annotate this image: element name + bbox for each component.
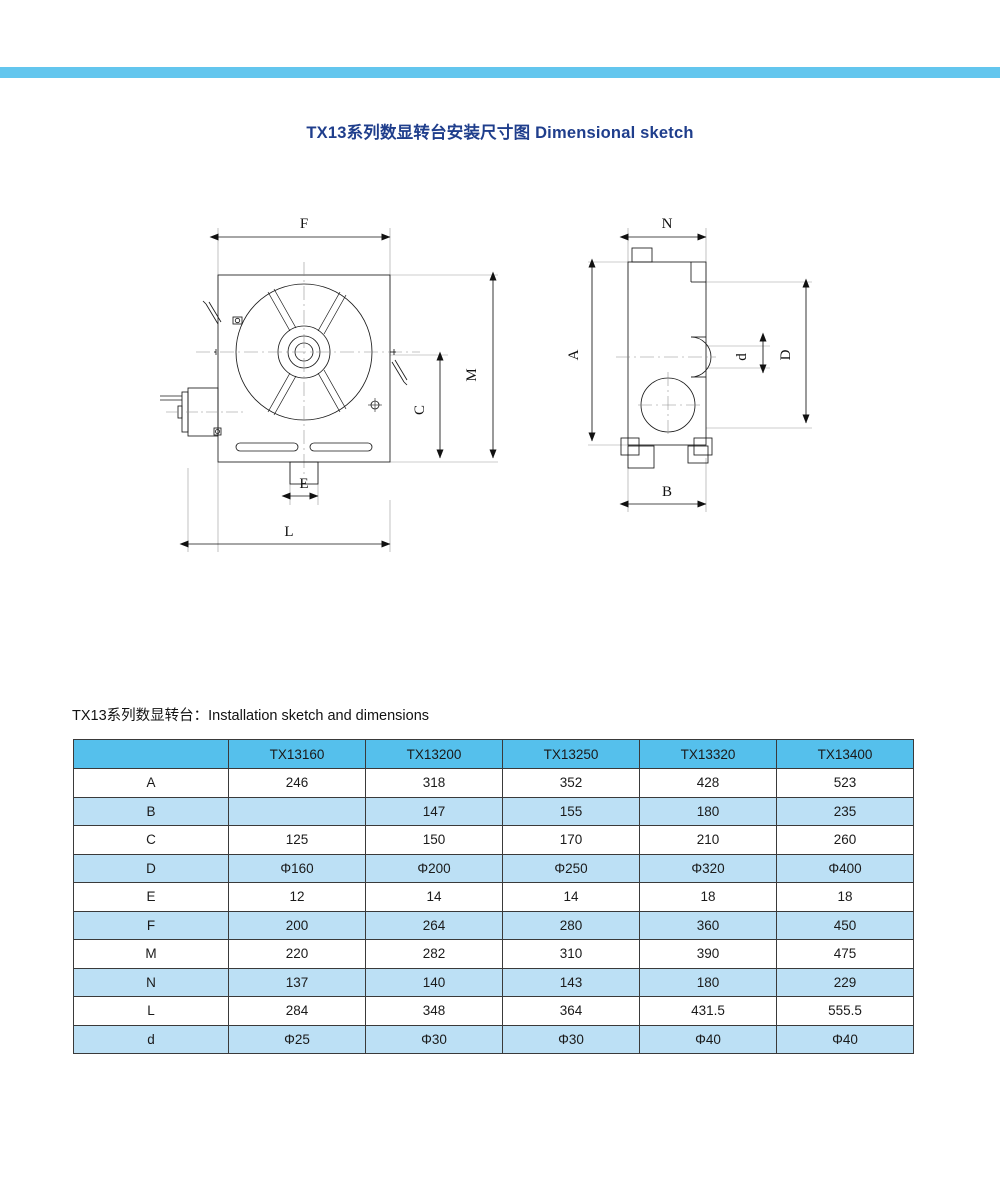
cell-value: 450	[776, 910, 914, 940]
cell-value: 364	[502, 996, 640, 1026]
cell-value: 390	[639, 939, 777, 969]
row-label: C	[73, 825, 229, 855]
dimensional-sketch-svg: F M C	[160, 216, 812, 552]
dim-label-B: B	[662, 484, 672, 500]
row-label: N	[73, 967, 229, 997]
column-header-model-3: TX13320	[639, 739, 777, 769]
table-row: d Φ25 Φ30 Φ30 Φ40 Φ40	[73, 1024, 914, 1054]
cell-value: 431.5	[639, 996, 777, 1026]
row-label: A	[73, 768, 229, 798]
dim-label-N: N	[662, 216, 673, 232]
cell-value: 282	[365, 939, 503, 969]
cell-value: 229	[776, 967, 914, 997]
dim-label-F: F	[300, 216, 308, 232]
cell-value: 170	[502, 825, 640, 855]
cell-value: 180	[639, 967, 777, 997]
row-label: F	[73, 910, 229, 940]
dimensions-table-wrapper: TX13160 TX13200 TX13250 TX13320 TX13400 …	[73, 739, 914, 1054]
table-header: TX13160 TX13200 TX13250 TX13320 TX13400	[73, 739, 914, 769]
column-header-model-1: TX13200	[365, 739, 503, 769]
row-label: L	[73, 996, 229, 1026]
cell-value: 284	[228, 996, 366, 1026]
cell-value: 143	[502, 967, 640, 997]
table-header-row: TX13160 TX13200 TX13250 TX13320 TX13400	[73, 739, 914, 769]
cell-value: Φ30	[365, 1024, 503, 1054]
table-row: F 200 264 280 360 450	[73, 910, 914, 940]
table-heading: TX13系列数显转台：Installation sketch and dimen…	[72, 708, 430, 724]
cell-value: Φ25	[228, 1024, 366, 1054]
table-row: D Φ160 Φ200 Φ250 Φ320 Φ400	[73, 853, 914, 883]
table-row: B 147 155 180 235	[73, 796, 914, 826]
cell-value: 210	[639, 825, 777, 855]
cell-value: 280	[502, 910, 640, 940]
cell-value: 348	[365, 996, 503, 1026]
cell-value: 200	[228, 910, 366, 940]
dim-label-M: M	[464, 368, 480, 381]
cell-value: 260	[776, 825, 914, 855]
side-view-group: N A D d	[566, 216, 812, 512]
cell-value: 264	[365, 910, 503, 940]
dim-label-d: d	[734, 353, 750, 361]
cell-value: 18	[776, 882, 914, 912]
row-label: M	[73, 939, 229, 969]
cell-value: 137	[228, 967, 366, 997]
cell-value	[228, 796, 366, 826]
cell-value: 155	[502, 796, 640, 826]
page-title: TX13系列数显转台安装尺寸图 Dimensional sketch	[306, 124, 694, 142]
cell-value: Φ40	[639, 1024, 777, 1054]
cell-value: 140	[365, 967, 503, 997]
cell-value: Φ40	[776, 1024, 914, 1054]
dim-label-C: C	[412, 405, 428, 415]
cell-value: 125	[228, 825, 366, 855]
cell-value: Φ400	[776, 853, 914, 883]
column-header-model-0: TX13160	[228, 739, 366, 769]
cell-value: 310	[502, 939, 640, 969]
cell-value: 147	[365, 796, 503, 826]
table-row: C 125 150 170 210 260	[73, 825, 914, 855]
cell-value: 360	[639, 910, 777, 940]
cell-value: Φ30	[502, 1024, 640, 1054]
cell-value: 475	[776, 939, 914, 969]
cell-value: 150	[365, 825, 503, 855]
dim-label-D: D	[778, 349, 794, 360]
cell-value: 14	[365, 882, 503, 912]
row-label: D	[73, 853, 229, 883]
cell-value: 220	[228, 939, 366, 969]
dim-label-L: L	[284, 524, 293, 540]
cell-value: 428	[639, 768, 777, 798]
cell-value: 18	[639, 882, 777, 912]
cell-value: 318	[365, 768, 503, 798]
table-row: E 12 14 14 18 18	[73, 882, 914, 912]
table-row: A 246 318 352 428 523	[73, 768, 914, 798]
plan-view-group: F M C	[160, 216, 498, 552]
column-header-model-4: TX13400	[776, 739, 914, 769]
cell-value: Φ320	[639, 853, 777, 883]
cell-value: 12	[228, 882, 366, 912]
cell-value: 246	[228, 768, 366, 798]
cell-value: 352	[502, 768, 640, 798]
cell-value: 14	[502, 882, 640, 912]
row-label: B	[73, 796, 229, 826]
cell-value: 523	[776, 768, 914, 798]
table-body: A 246 318 352 428 523 B 147 155 180 235 …	[73, 768, 914, 1054]
cell-value: 180	[639, 796, 777, 826]
column-header-model-2: TX13250	[502, 739, 640, 769]
cell-value: Φ250	[502, 853, 640, 883]
cell-value: Φ160	[228, 853, 366, 883]
row-label: E	[73, 882, 229, 912]
table-row: M 220 282 310 390 475	[73, 939, 914, 969]
dimensions-table: TX13160 TX13200 TX13250 TX13320 TX13400 …	[73, 739, 914, 1054]
table-row: N 137 140 143 180 229	[73, 967, 914, 997]
top-banner-bar	[0, 67, 1000, 78]
technical-drawing-area: F M C	[0, 200, 1000, 590]
dim-label-A: A	[566, 349, 582, 360]
table-corner-cell	[73, 739, 229, 769]
cell-value: 235	[776, 796, 914, 826]
cell-value: 555.5	[776, 996, 914, 1026]
cell-value: Φ200	[365, 853, 503, 883]
dim-label-E: E	[299, 476, 308, 492]
table-row: L 284 348 364 431.5 555.5	[73, 996, 914, 1026]
row-label: d	[73, 1024, 229, 1054]
